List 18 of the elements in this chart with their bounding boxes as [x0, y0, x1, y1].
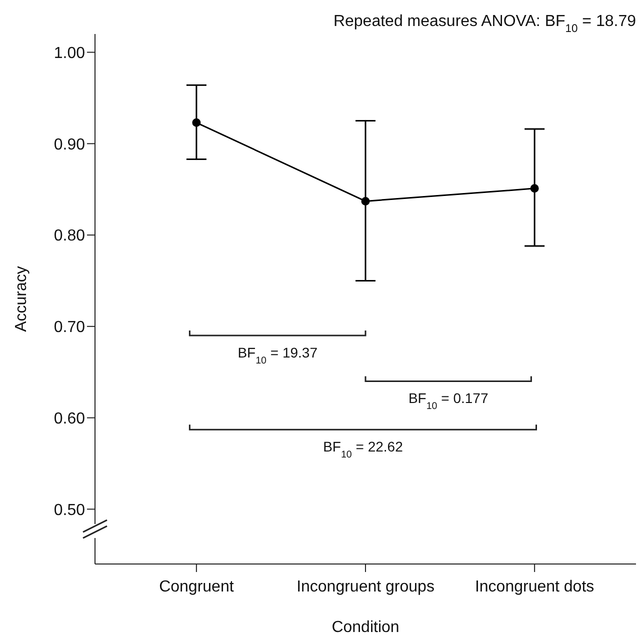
y-tick-label: 0.50	[54, 502, 86, 519]
annotation: BF$_{10}$ = 22.62	[323, 438, 404, 460]
y-tick-label: 1.00	[54, 44, 86, 62]
annotation: BF$_{10}$ = 0.177	[408, 390, 488, 412]
y-axis-title: Accuracy	[13, 266, 30, 332]
annotation: BF$_{10}$ = 19.37	[238, 344, 318, 366]
y-tick-label: 0.70	[54, 319, 86, 336]
point	[361, 196, 370, 206]
x-tick-label: Incongruent dots	[474, 578, 594, 596]
y-tick-label: 0.80	[54, 228, 86, 245]
x-axis-title: Condition	[332, 619, 400, 636]
point	[530, 184, 539, 193]
x-tick-label: Congruent	[159, 578, 234, 596]
point	[192, 118, 201, 127]
y-tick-label: 0.60	[54, 410, 86, 428]
y-tick-label: 0.90	[54, 136, 86, 154]
chart-title: Repeated measures ANOVA: BF$_{10}$ = 18.79	[333, 13, 636, 35]
x-tick-label: Incongruent groups	[296, 578, 434, 596]
